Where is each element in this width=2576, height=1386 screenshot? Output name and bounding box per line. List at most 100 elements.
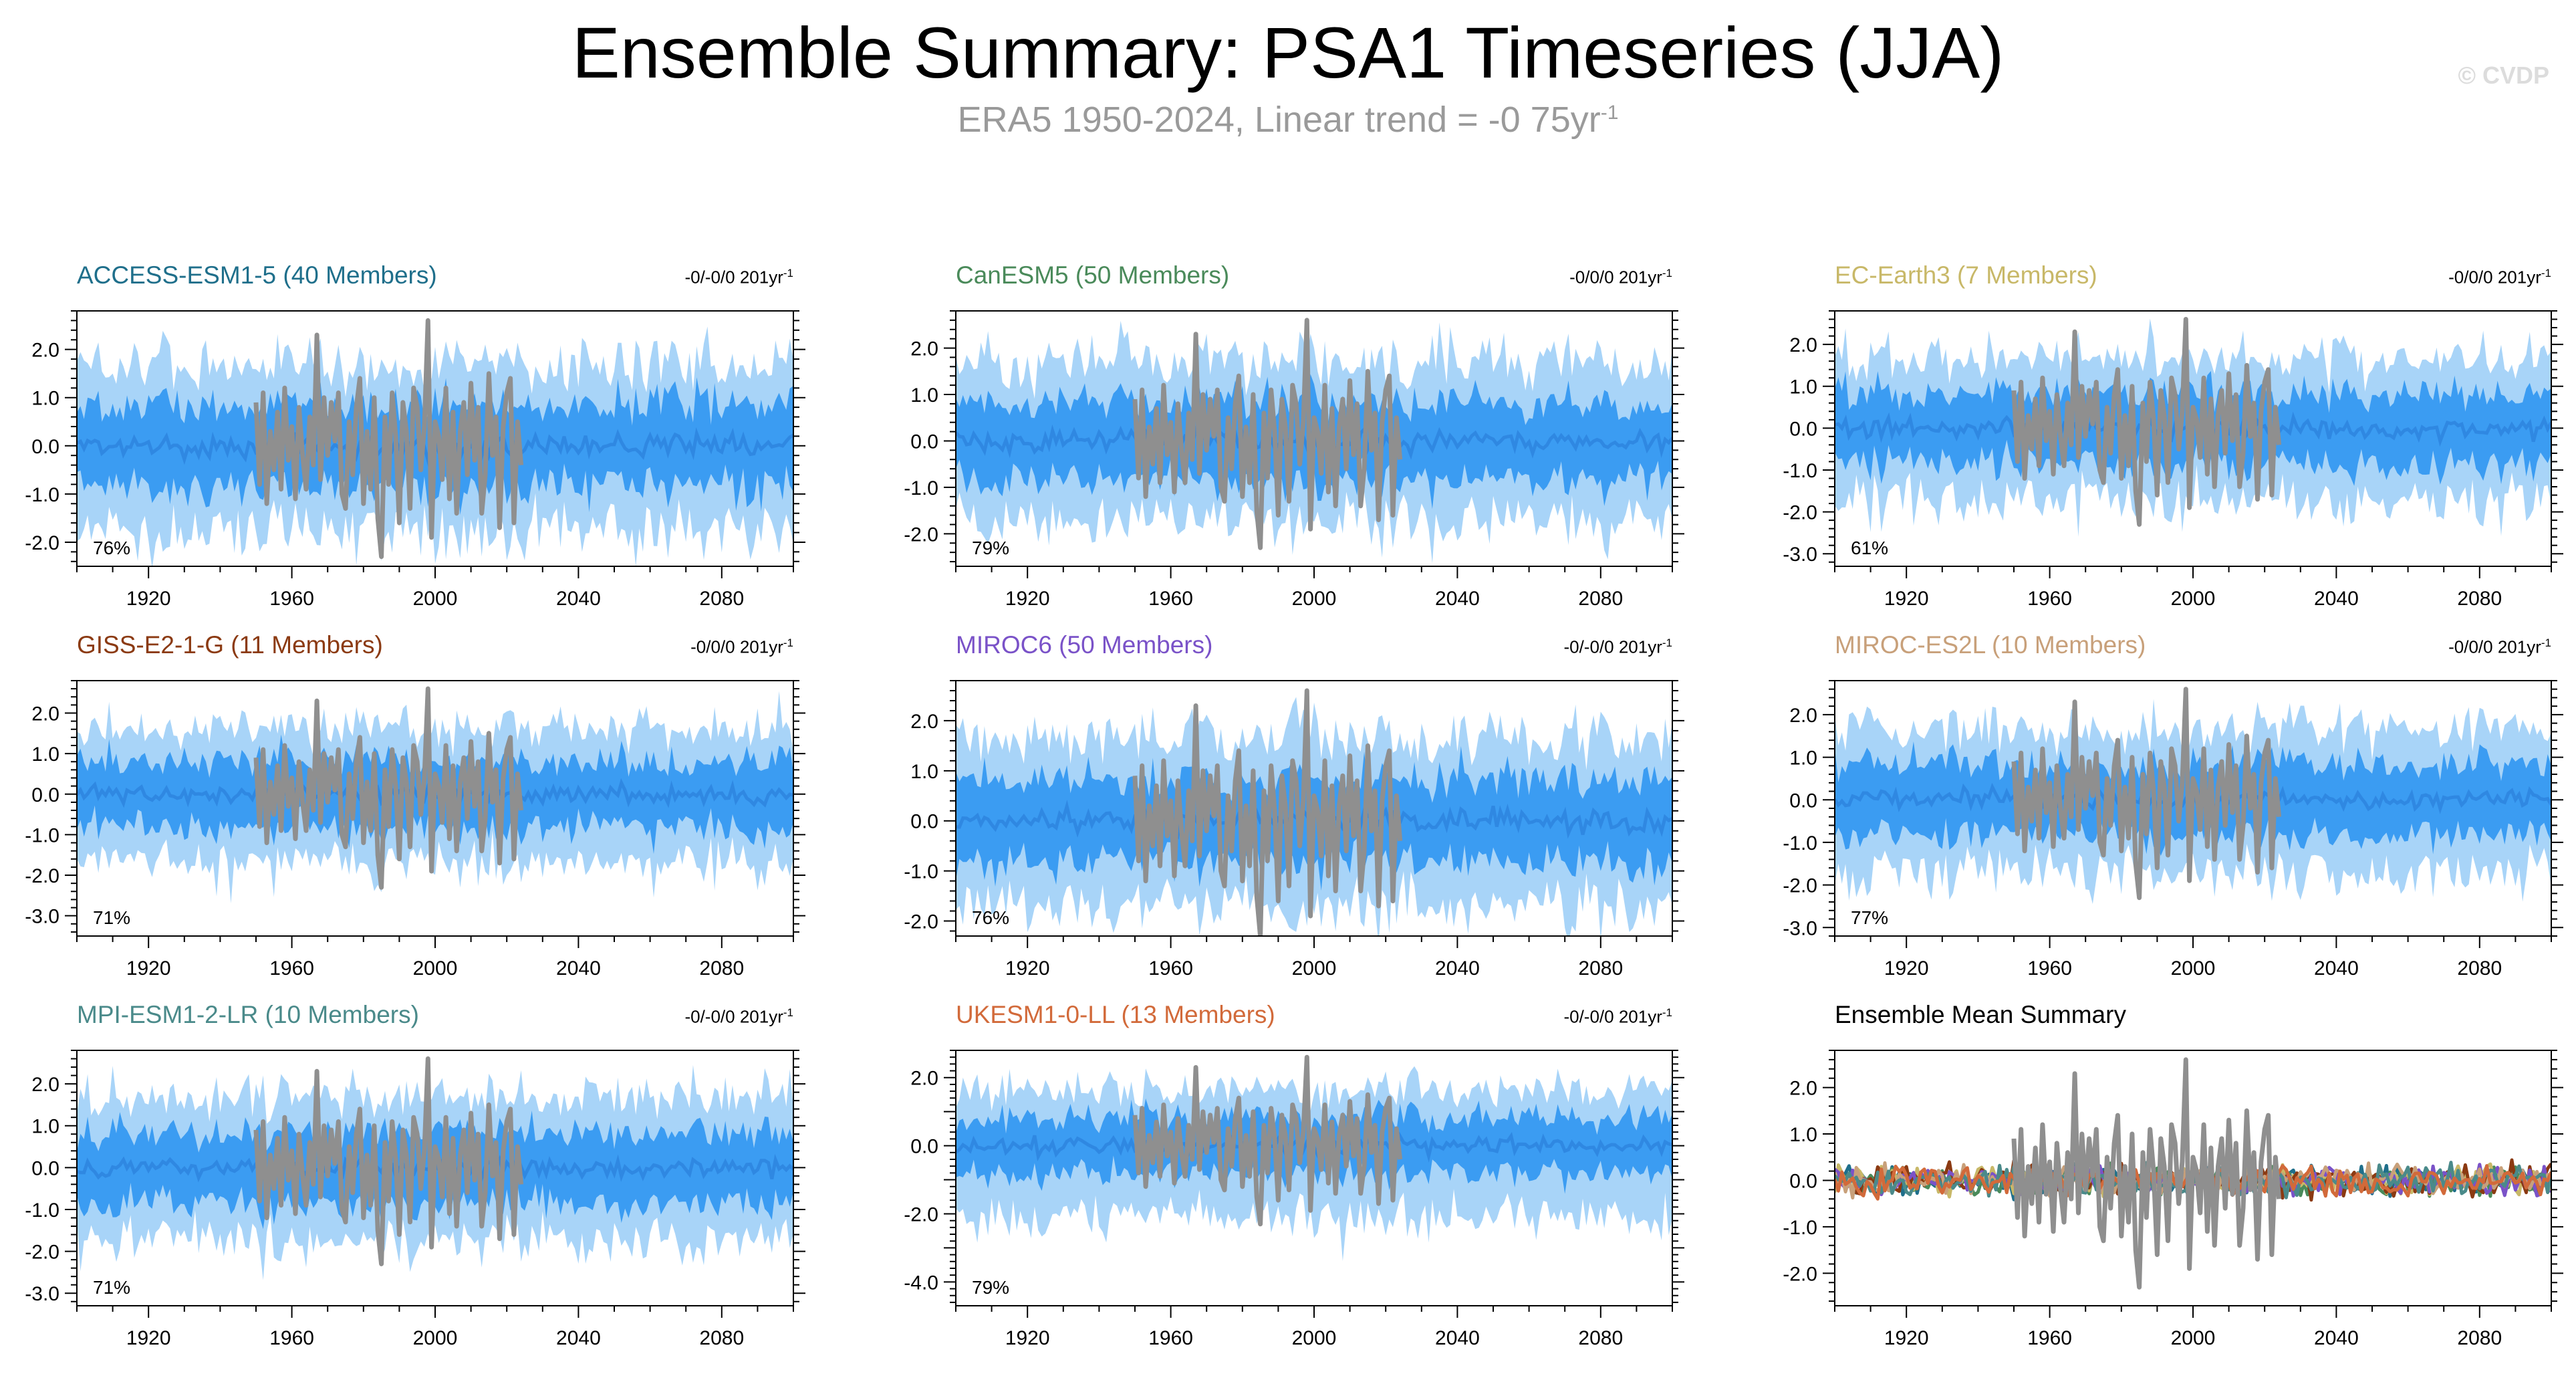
panel-chart: 2.0 1.0 0.0 -1.0 -2.0 1920 1960 2000 2040 2080 79%	[904, 310, 1684, 610]
panel-chart: 2.0 1.0 0.0 -1.0 -2.0 1920 1960 2000 2040 2080 76%	[25, 310, 805, 610]
trend-exponent: -1	[2541, 637, 2551, 649]
y-tick-label: -1.0	[904, 861, 938, 883]
x-tick-label: 2000	[1292, 588, 1337, 610]
panel-trend-label: -0/0/0 201yr-1	[513, 637, 793, 658]
percent-label: 79%	[972, 538, 1009, 558]
y-tick-label: -2.0	[1783, 875, 1817, 897]
y-tick-label: 2.0	[31, 340, 59, 362]
observed-era5-line	[1132, 688, 1403, 936]
panel-trend-label: -0/0/0 201yr-1	[1392, 267, 1672, 288]
panel-trend-label: -0/-0/0 201yr-1	[1392, 637, 1672, 658]
y-tick-label: -1.0	[25, 484, 59, 506]
x-tick-label: 2040	[1435, 1327, 1480, 1349]
y-tick-label: 1.0	[1789, 376, 1817, 398]
y-tick-label: -3.0	[1783, 917, 1817, 939]
x-tick-label: 2080	[2457, 1327, 2502, 1349]
trend-exponent: -1	[1662, 1006, 1672, 1019]
trend-text: -0/-0/0 201yr	[684, 1006, 783, 1027]
panel-trend-label: -0/-0/0 201yr-1	[513, 267, 793, 288]
x-tick-label: 2000	[2171, 957, 2216, 979]
y-tick-label: -1.0	[25, 824, 59, 846]
trend-text: -0/-0/0 201yr	[1563, 1006, 1662, 1027]
y-tick-label: 1.0	[910, 761, 938, 783]
panel-title: MPI-ESM1-2-LR (10 Members)	[77, 1001, 419, 1028]
x-tick-label: 2000	[1292, 957, 1337, 979]
panel-title: Ensemble Mean Summary	[1835, 1001, 2126, 1028]
observed-era5-line	[2011, 1057, 2282, 1290]
x-tick-label: 1920	[1005, 588, 1050, 610]
x-tick-label: 2000	[1292, 1327, 1337, 1349]
x-tick-label: 2040	[556, 1327, 601, 1349]
y-tick-label: 0.0	[910, 431, 938, 453]
percent-label: 71%	[93, 907, 130, 928]
x-tick-label: 1960	[1148, 588, 1193, 610]
trend-text: -0/0/0 201yr	[2448, 267, 2541, 287]
panel-title: CanESM5 (50 Members)	[956, 261, 1230, 289]
y-tick-label: -2.0	[1783, 1263, 1817, 1285]
x-tick-label: 1960	[2027, 957, 2072, 979]
panel-chart: 2.0 1.0 0.0 -1.0 -2.0 1920 1960 2000 2040 2080	[1783, 1050, 2563, 1349]
x-tick-label: 1960	[269, 588, 314, 610]
y-tick-label: 2.0	[1789, 1078, 1817, 1100]
subtitle-exponent: -1	[1600, 102, 1619, 124]
y-tick-label: 1.0	[910, 384, 938, 407]
panel-title: MIROC6 (50 Members)	[956, 631, 1213, 659]
x-tick-label: 1960	[1148, 1327, 1193, 1349]
observed-era5-line	[253, 1056, 524, 1266]
y-tick-label: 0.0	[910, 811, 938, 833]
y-tick-label: 2.0	[910, 338, 938, 360]
x-tick-label: 2040	[2314, 1327, 2359, 1349]
panel-trend-label: -0/-0/0 201yr-1	[513, 1006, 793, 1028]
y-tick-label: 2.0	[910, 1068, 938, 1090]
percent-label: 71%	[93, 1277, 130, 1298]
x-tick-label: 2080	[1578, 1327, 1623, 1349]
x-tick-label: 2000	[413, 1327, 458, 1349]
x-tick-label: 1920	[1884, 1327, 1929, 1349]
figure-subtitle: ERA5 1950-2024, Linear trend = -0 75yr-1	[0, 99, 2576, 140]
x-tick-label: 2040	[2314, 957, 2359, 979]
y-tick-label: 0.0	[31, 436, 59, 458]
y-tick-label: 0.0	[31, 1157, 59, 1179]
x-tick-label: 2040	[1435, 957, 1480, 979]
y-tick-label: 2.0	[910, 711, 938, 733]
y-tick-label: -2.0	[1783, 502, 1817, 524]
observed-era5-line	[1132, 318, 1403, 550]
panel-title: EC-Earth3 (7 Members)	[1835, 261, 2097, 289]
x-tick-label: 2000	[2171, 588, 2216, 610]
y-tick-label: 1.0	[31, 388, 59, 410]
panel-chart: 2.0 0.0 -2.0 -4.0 1920 1960 2000 2040 2080 79%	[904, 1049, 1684, 1349]
trend-exponent: -1	[1662, 267, 1672, 279]
panel-trend-label: -0/0/0 201yr-1	[2271, 637, 2551, 658]
y-tick-label: 1.0	[1789, 747, 1817, 770]
panel-title: ACCESS-ESM1-5 (40 Members)	[77, 261, 437, 289]
x-tick-label: 2000	[2171, 1327, 2216, 1349]
y-tick-label: 2.0	[1789, 705, 1817, 727]
trend-exponent: -1	[783, 637, 793, 649]
percent-label: 61%	[1851, 538, 1888, 558]
trend-text: -0/-0/0 201yr	[684, 267, 783, 287]
trend-exponent: -1	[1662, 637, 1672, 649]
y-tick-label: 2.0	[31, 1074, 59, 1096]
x-tick-label: 2040	[556, 588, 601, 610]
observed-era5-line	[2011, 687, 2282, 901]
x-tick-label: 1920	[126, 1327, 171, 1349]
trend-text: -0/-0/0 201yr	[1563, 637, 1662, 657]
x-tick-label: 2080	[2457, 957, 2502, 979]
x-tick-label: 1920	[126, 957, 171, 979]
trend-text: -0/0/0 201yr	[1569, 267, 1662, 287]
y-tick-label: -2.0	[904, 1203, 938, 1226]
panel-title: MIROC-ES2L (10 Members)	[1835, 631, 2146, 659]
y-tick-label: -2.0	[25, 865, 59, 887]
y-tick-label: 1.0	[31, 1116, 59, 1138]
panel-chart: 2.0 1.0 0.0 -1.0 -2.0 -3.0 1920 1960 2000 2040 208…	[25, 679, 805, 979]
y-tick-label: 0.0	[1789, 1170, 1817, 1192]
x-tick-label: 2080	[699, 957, 744, 979]
x-tick-label: 1960	[269, 957, 314, 979]
x-tick-label: 1960	[2027, 588, 2072, 610]
y-tick-label: 0.0	[910, 1136, 938, 1158]
y-tick-label: -3.0	[25, 1283, 59, 1305]
panel-trend-label: -0/-0/0 201yr-1	[1392, 1006, 1672, 1028]
y-tick-label: -1.0	[1783, 460, 1817, 482]
x-tick-label: 2040	[1435, 588, 1480, 610]
trend-exponent: -1	[2541, 267, 2551, 279]
